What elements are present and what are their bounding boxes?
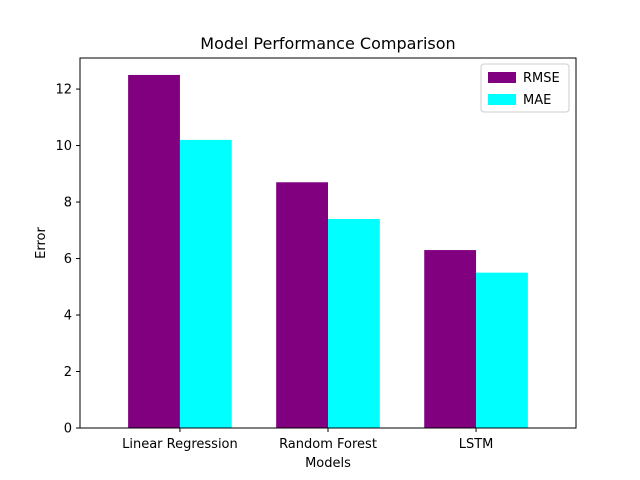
x-tick-label: Random Forest bbox=[279, 437, 377, 452]
bar-mae-0 bbox=[179, 139, 232, 429]
y-tick-label: 8 bbox=[64, 196, 72, 211]
legend-swatch-mae bbox=[488, 94, 516, 105]
y-tick-label: 0 bbox=[64, 422, 72, 437]
bar-mae-2 bbox=[476, 272, 528, 428]
legend-swatch-rmse bbox=[488, 72, 516, 83]
y-axis: 0 2 4 6 8 10 12 bbox=[55, 83, 80, 437]
bars-group bbox=[128, 74, 528, 429]
x-axis: Linear Regression Random Forest LSTM bbox=[122, 428, 493, 452]
x-tick-label: LSTM bbox=[459, 437, 494, 452]
x-axis-label: Models bbox=[305, 456, 351, 471]
y-tick-label: 4 bbox=[64, 309, 72, 324]
bar-rmse-0 bbox=[128, 74, 180, 428]
bar-rmse-2 bbox=[424, 250, 477, 428]
legend-label-mae: MAE bbox=[523, 93, 551, 108]
y-tick-label: 6 bbox=[64, 252, 72, 267]
x-tick-label: Linear Regression bbox=[122, 437, 238, 452]
bar-rmse-1 bbox=[276, 182, 328, 428]
y-tick-label: 2 bbox=[64, 365, 72, 380]
bar-mae-1 bbox=[328, 218, 380, 428]
legend-label-rmse: RMSE bbox=[523, 71, 560, 86]
y-tick-label: 12 bbox=[55, 83, 72, 98]
legend: RMSE MAE bbox=[480, 63, 570, 113]
y-tick-label: 10 bbox=[55, 139, 72, 154]
chart-title: Model Performance Comparison bbox=[200, 34, 455, 53]
y-axis-label: Error bbox=[34, 227, 49, 259]
